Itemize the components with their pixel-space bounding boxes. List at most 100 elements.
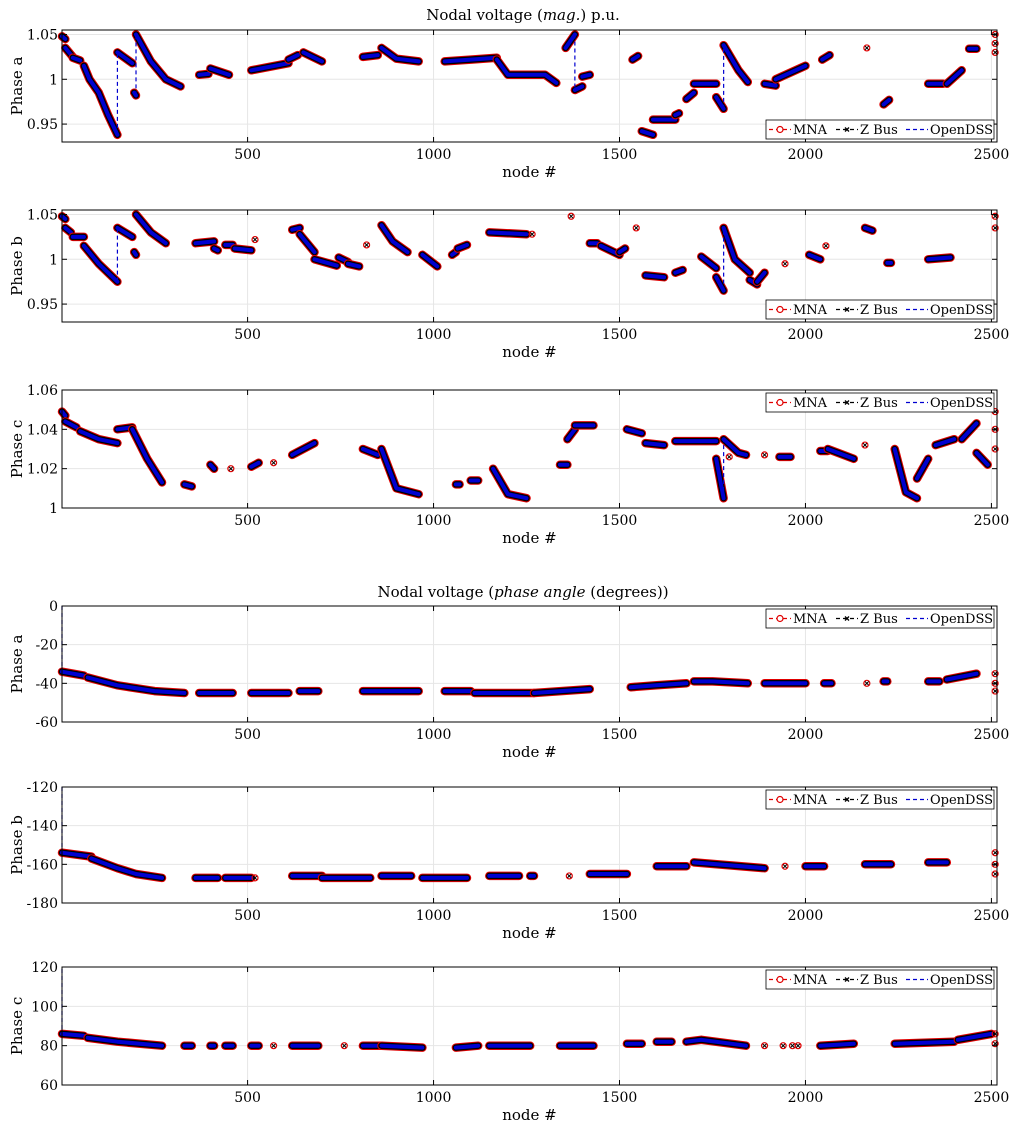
opendss-series-mark	[134, 32, 183, 89]
opendss-series-mark	[563, 32, 577, 50]
x-axis-label: node #	[502, 163, 557, 181]
x-tick-label: 500	[234, 147, 261, 163]
zbus-point	[762, 452, 767, 458]
y-tick-label: 0.95	[27, 117, 58, 133]
opendss-series-mark	[755, 270, 767, 284]
y-tick-label: 100	[31, 999, 58, 1015]
mna-point	[822, 242, 830, 250]
opendss-series-mark	[714, 456, 726, 501]
opendss-series-mark	[699, 254, 719, 271]
mna-point	[760, 451, 769, 459]
mna-point	[528, 230, 536, 238]
y-tick-label: -160	[27, 857, 58, 873]
x-tick-label: 500	[234, 1090, 261, 1106]
opendss-series-mark	[807, 252, 823, 262]
mna-point	[227, 465, 235, 473]
legend-box	[765, 119, 995, 140]
opendss-series-mark	[60, 214, 68, 221]
zbus-point	[992, 225, 998, 231]
zbus-point	[529, 232, 535, 237]
axes-box	[61, 605, 998, 723]
zbus-point	[569, 214, 574, 219]
x-tick-label: 1500	[602, 727, 638, 743]
opendss-series-mark	[714, 95, 726, 111]
opendss-series-mark	[193, 239, 217, 246]
zbus-point	[782, 261, 788, 266]
mna-point	[991, 870, 999, 878]
opendss-series-mark	[197, 71, 211, 77]
opendss-series-mark	[182, 482, 194, 489]
mna-point	[781, 862, 789, 870]
zbus-point	[228, 466, 234, 471]
mna-point	[565, 872, 573, 880]
x-tick-label: 2000	[788, 513, 824, 529]
opendss-series-mark	[63, 419, 79, 430]
mna-point	[991, 687, 999, 695]
x-tick-label: 2000	[788, 908, 824, 924]
opendss-series-mark	[955, 1031, 994, 1042]
y-axis-label: Phase b	[8, 815, 26, 875]
opendss-series-mark	[60, 409, 68, 418]
y-tick-label: -20	[35, 638, 58, 654]
legend-label: OpenDSS	[930, 123, 993, 138]
y-tick-label: 1.04	[27, 422, 58, 438]
legend-label: Z Bus	[860, 973, 898, 988]
opendss-series-mark	[379, 447, 421, 497]
x-tick-label: 2500	[974, 327, 1010, 343]
legend-label: Z Bus	[860, 793, 898, 808]
legend-marker-x	[844, 400, 850, 405]
y-axis-label: Phase b	[8, 236, 26, 296]
opendss-series-mark	[933, 437, 957, 448]
zbus-point	[823, 243, 829, 248]
x-tick-label: 1500	[602, 147, 638, 163]
legend-marker-circle	[776, 398, 784, 407]
opendss-series-mark	[60, 669, 86, 678]
legend-marker-circle	[776, 975, 784, 984]
zbus-point	[762, 1043, 767, 1048]
zbus-point	[782, 864, 788, 869]
angle-title: Nodal voltage (phase angle (degrees))	[377, 583, 668, 601]
y-tick-label: 1	[49, 252, 58, 268]
zbus-point	[992, 871, 998, 877]
chart-panel-2: 500 1000 1500 2000 2500 0.95 1 1.05 node # Phase …	[8, 207, 1009, 361]
x-tick-label: 1000	[416, 513, 452, 529]
x-tick-label: 1500	[602, 908, 638, 924]
opendss-series-mark	[863, 225, 875, 233]
zbus-point	[567, 873, 572, 879]
x-axis-label: node #	[502, 924, 557, 942]
x-tick-label: 500	[234, 908, 261, 924]
zbus-point	[780, 1043, 786, 1048]
opendss-series-mark	[684, 90, 696, 101]
opendss-series-mark	[232, 246, 254, 253]
opendss-series-mark	[290, 225, 302, 232]
y-tick-label: -180	[27, 896, 58, 912]
legend-marker-x	[844, 797, 850, 802]
axes-box	[61, 389, 998, 509]
legend: MNA Z Bus OpenDSS	[765, 608, 995, 629]
y-tick-label: -120	[27, 780, 58, 796]
mna-point	[567, 212, 575, 220]
x-tick-label: 1000	[416, 1090, 452, 1106]
y-tick-label: 1	[49, 72, 58, 88]
zbus-point	[727, 454, 732, 460]
zbus-point	[992, 850, 998, 855]
opendss-series-mark	[487, 230, 529, 237]
opendss-series-mark	[643, 273, 667, 280]
zbus-point	[992, 671, 998, 676]
opendss-series-mark	[580, 72, 592, 79]
opendss-series-mark	[297, 232, 317, 255]
opendss-series-mark	[915, 456, 931, 481]
opendss-series-mark	[249, 460, 261, 469]
opendss-series-mark	[892, 1039, 957, 1046]
opendss-series-mark	[630, 54, 641, 62]
x-tick-label: 2500	[974, 147, 1010, 163]
opendss-series-mark	[360, 447, 380, 457]
data-series	[57, 210, 999, 295]
y-tick-label: -40	[35, 676, 58, 692]
x-tick-label: 500	[234, 513, 261, 529]
legend-label: OpenDSS	[930, 973, 993, 988]
axes-box	[61, 966, 998, 1086]
opendss-series-mark	[132, 250, 138, 257]
legend-label: MNA	[793, 123, 828, 138]
zbus-point	[992, 688, 998, 694]
